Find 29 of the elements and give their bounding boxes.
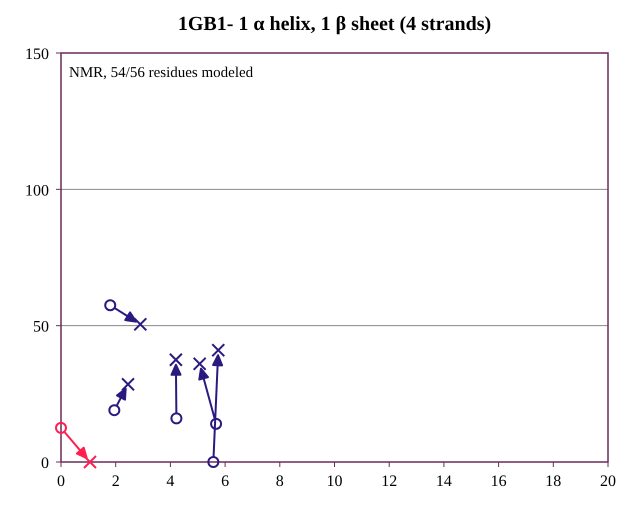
x-tick-label: 0 [57, 473, 65, 490]
x-tick-label: 18 [545, 473, 562, 490]
point [82, 455, 97, 469]
x-tick-label: 16 [490, 473, 507, 490]
point [121, 377, 136, 392]
point [133, 317, 148, 332]
x-tick-label: 2 [112, 473, 120, 490]
point [210, 418, 222, 430]
x-tick-label: 10 [326, 473, 342, 490]
chart-title: 1GB1- 1 α helix, 1 β sheet (4 strands) [178, 13, 492, 35]
point [207, 456, 220, 468]
y-tick-label: 150 [25, 46, 49, 63]
point [211, 343, 226, 358]
point [55, 422, 67, 434]
annotation: NMR, 54/56 residues modeled [69, 65, 254, 81]
point [192, 356, 207, 371]
y-tick-label: 100 [25, 182, 49, 200]
x-tick-label: 8 [276, 473, 284, 490]
point [170, 412, 182, 424]
x-tick-label: 14 [436, 473, 452, 490]
x-tick-label: 6 [221, 473, 230, 490]
y-tick-label: 0 [41, 455, 49, 472]
point [104, 299, 116, 312]
x-tick-label: 4 [166, 473, 174, 490]
x-tick-label: 12 [381, 473, 398, 490]
point [108, 404, 120, 416]
y-tick-label: 50 [33, 318, 49, 336]
x-tick-label: 20 [600, 473, 616, 490]
point [168, 352, 183, 367]
